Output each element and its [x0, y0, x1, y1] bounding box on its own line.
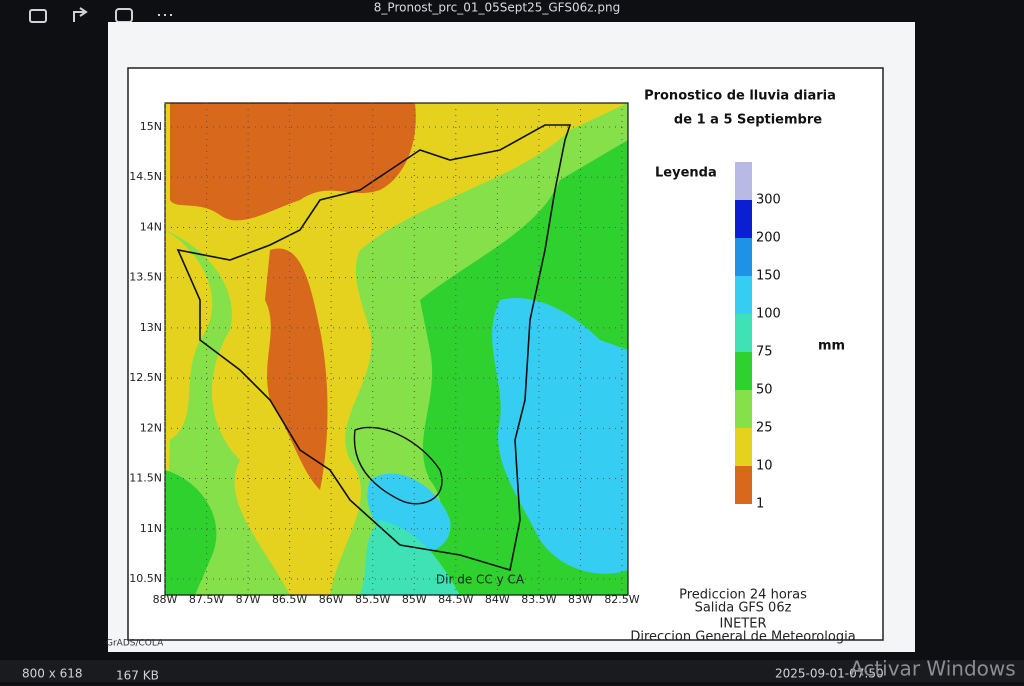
title-line: Pronostico de lluvia diaria: [644, 89, 836, 104]
legend-label: 25: [756, 421, 773, 436]
unit: mm: [818, 339, 845, 354]
timestamp: 2025-09-01-07:50: [775, 667, 884, 681]
lon-label: 88W: [153, 593, 178, 606]
country-outline: [176, 124, 572, 572]
lon-label: 86.5W: [272, 593, 307, 606]
field-coast: [492, 298, 628, 574]
lon-label: 84W: [485, 593, 510, 606]
legend-swatch: [735, 352, 752, 390]
lat-label: 13.5N: [129, 271, 162, 284]
legend-label: 100: [756, 307, 781, 322]
lon-label: 87.5W: [189, 593, 224, 606]
lon-label: 84.5W: [438, 593, 473, 606]
lon-label: 83.5W: [521, 593, 556, 606]
legend-label: 75: [756, 345, 773, 360]
legend-swatch: [735, 276, 752, 314]
legend-swatch: [735, 428, 752, 466]
legend-label: 150: [756, 269, 781, 284]
footer-line: Prediccion 24 horas: [679, 588, 807, 603]
legend-label: 50: [756, 383, 773, 398]
field-sw: [165, 470, 217, 595]
lon-label: 82.5W: [604, 593, 639, 606]
lon-label: 85.5W: [355, 593, 390, 606]
status-bar: [0, 660, 1024, 682]
field-segovias: [265, 248, 328, 490]
lat-label: 12.5N: [129, 371, 162, 384]
field-south: [360, 520, 460, 595]
lon-label: 83W: [568, 593, 593, 606]
lon-label: 86W: [319, 593, 344, 606]
lon-label: 87W: [236, 593, 261, 606]
legend-swatch: [735, 466, 752, 504]
rain-field: [165, 103, 628, 595]
title-line: de 1 a 5 Septiembre: [674, 113, 822, 128]
lat-label: 11N: [140, 522, 162, 535]
legend-label: 10: [756, 459, 773, 474]
legend-swatch: [735, 238, 752, 276]
lon-label: 85W: [402, 593, 427, 606]
legend-swatch: [735, 314, 752, 352]
file-size: 167 KB: [116, 669, 159, 683]
watermark: Activar Windows: [850, 657, 1016, 681]
lat-label: 15N: [140, 120, 162, 133]
footer-line: Salida GFS 06z: [695, 601, 792, 616]
toolbar-icons: [29, 7, 172, 23]
filename: 8_Pronost_prc_01_05Sept25_GFS06z.png: [374, 1, 620, 15]
dimensions: 800 x 618: [22, 667, 83, 681]
lat-label: 14.5N: [129, 170, 162, 183]
footer-line: INETER: [720, 617, 767, 632]
lake-outline: [353, 426, 443, 505]
footer-line: Direccion General de Meteorologia: [630, 630, 855, 645]
credit: Dir de CC y CA: [436, 573, 525, 587]
legend-label: 1: [756, 497, 764, 512]
software: GrADS/COLA: [106, 639, 164, 649]
legend-label: 200: [756, 231, 781, 246]
print-icon[interactable]: [29, 9, 47, 23]
lat-label: 14N: [140, 220, 162, 233]
legend-title: Leyenda: [655, 166, 717, 181]
legend-swatch: [735, 390, 752, 428]
lat-label: 11.5N: [129, 472, 162, 485]
legend-label: 300: [756, 193, 781, 208]
lat-label: 12N: [140, 421, 162, 434]
lat-label: 10.5N: [129, 572, 162, 585]
share-icon[interactable]: [73, 7, 88, 22]
legend-swatch: [735, 200, 752, 238]
lat-label: 13N: [140, 321, 162, 334]
legend-swatch: [735, 162, 752, 200]
